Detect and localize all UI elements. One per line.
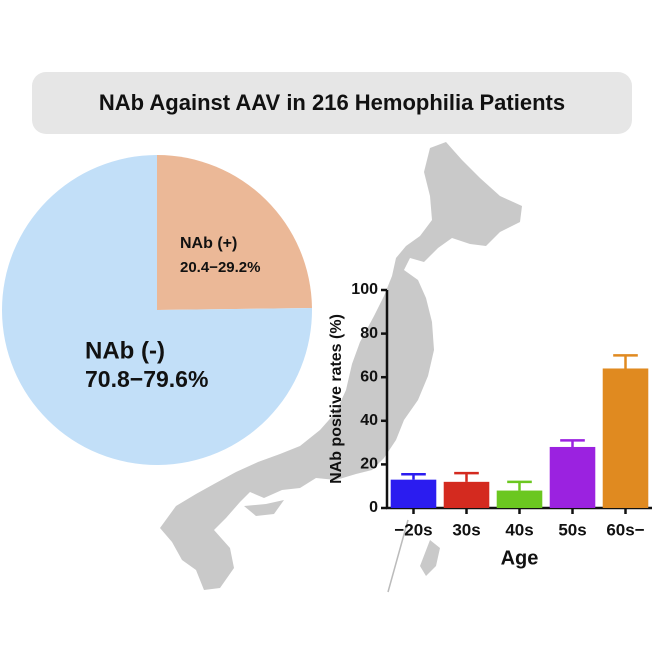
x-tick-label: 30s xyxy=(452,520,480,539)
bar xyxy=(549,446,596,508)
y-tick-label: 100 xyxy=(351,281,378,298)
slice-range-label: 70.8−79.6% xyxy=(85,366,208,392)
x-tick-label: 50s xyxy=(558,520,586,539)
title-box xyxy=(32,72,632,134)
pie-slice xyxy=(157,155,312,310)
y-tick-label: 80 xyxy=(360,325,378,342)
x-tick-label: 40s xyxy=(505,520,533,539)
pie-chart: NAb (+) 20.4−29.2% NAb (-)70.8−79.6% xyxy=(1,155,312,466)
bar xyxy=(390,479,437,508)
map-line xyxy=(387,519,409,593)
bar-chart: 0 20 40 60 80 100 −20s 30s 40s 50s 60s− Age NAb posi… xyxy=(328,281,652,569)
error-bar xyxy=(454,471,479,482)
error-bar xyxy=(507,480,532,491)
y-axis-title: NAb positive rates (%) xyxy=(328,314,345,484)
slice-label: NAb (+) xyxy=(180,235,237,252)
y-tick-label: 60 xyxy=(360,368,378,385)
error-bar xyxy=(560,439,585,447)
y-tick-label: 20 xyxy=(360,456,378,473)
x-tick-label: 60s− xyxy=(606,520,644,539)
slice-label: NAb (-) xyxy=(85,337,165,364)
title: NAb Against AAV in 216 Hemophilia Patien… xyxy=(99,90,565,115)
bar xyxy=(443,481,490,508)
japan-map xyxy=(160,142,522,590)
error-bar xyxy=(401,472,426,480)
bar xyxy=(602,368,649,508)
slice-range-label: 20.4−29.2% xyxy=(180,259,261,276)
pie-slice xyxy=(1,155,312,466)
bar xyxy=(496,490,543,508)
y-tick-label: 40 xyxy=(360,412,378,429)
error-bar xyxy=(613,354,638,369)
y-tick-label: 0 xyxy=(369,499,378,516)
x-tick-label: −20s xyxy=(394,520,432,539)
x-axis-title: Age xyxy=(501,547,539,569)
